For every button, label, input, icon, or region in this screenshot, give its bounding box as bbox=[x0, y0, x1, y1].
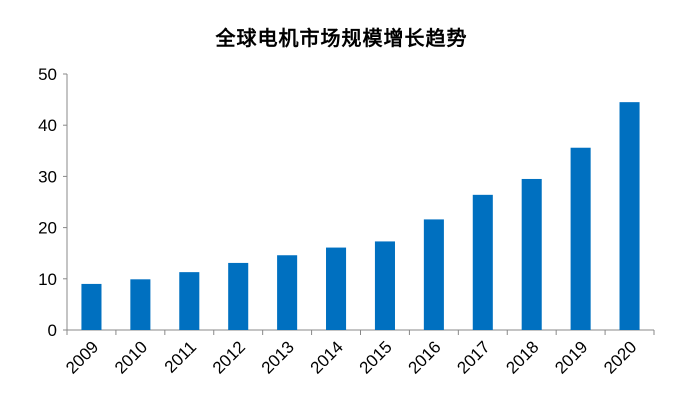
x-tick-label: 2020 bbox=[600, 337, 640, 377]
bar-2019 bbox=[570, 147, 591, 330]
bar-2010 bbox=[130, 279, 151, 330]
x-tick-label: 2019 bbox=[551, 337, 591, 377]
bar-2011 bbox=[179, 272, 200, 330]
chart-title: 全球电机市场规模增长趋势 bbox=[215, 26, 468, 50]
y-tick-label: 10 bbox=[38, 270, 57, 289]
x-tick-label: 2014 bbox=[307, 337, 347, 377]
bar-2017 bbox=[472, 194, 493, 330]
x-tick-label: 2016 bbox=[405, 337, 445, 377]
x-tick-label: 2012 bbox=[209, 337, 249, 377]
bar-2016 bbox=[423, 219, 444, 330]
y-tick-label: 30 bbox=[38, 167, 57, 186]
bar-2014 bbox=[326, 247, 347, 330]
x-tick-label: 2015 bbox=[356, 337, 396, 377]
y-tick-label: 40 bbox=[38, 116, 57, 135]
x-tick-label: 2011 bbox=[161, 337, 200, 376]
bar-2018 bbox=[521, 178, 542, 330]
bar-2009 bbox=[81, 283, 102, 330]
y-tick-label: 50 bbox=[38, 65, 57, 84]
x-tick-label: 2017 bbox=[453, 337, 493, 377]
y-tick-label: 0 bbox=[48, 321, 57, 340]
bar-2012 bbox=[228, 262, 249, 330]
bar-2015 bbox=[374, 241, 395, 330]
x-tick-label: 2009 bbox=[62, 337, 102, 377]
x-tick-label: 2010 bbox=[111, 337, 151, 377]
y-tick-label: 20 bbox=[38, 219, 57, 238]
bar-2013 bbox=[277, 255, 298, 330]
x-tick-label: 2013 bbox=[258, 337, 298, 377]
bar-2020 bbox=[619, 102, 640, 330]
x-tick-label: 2018 bbox=[502, 337, 542, 377]
